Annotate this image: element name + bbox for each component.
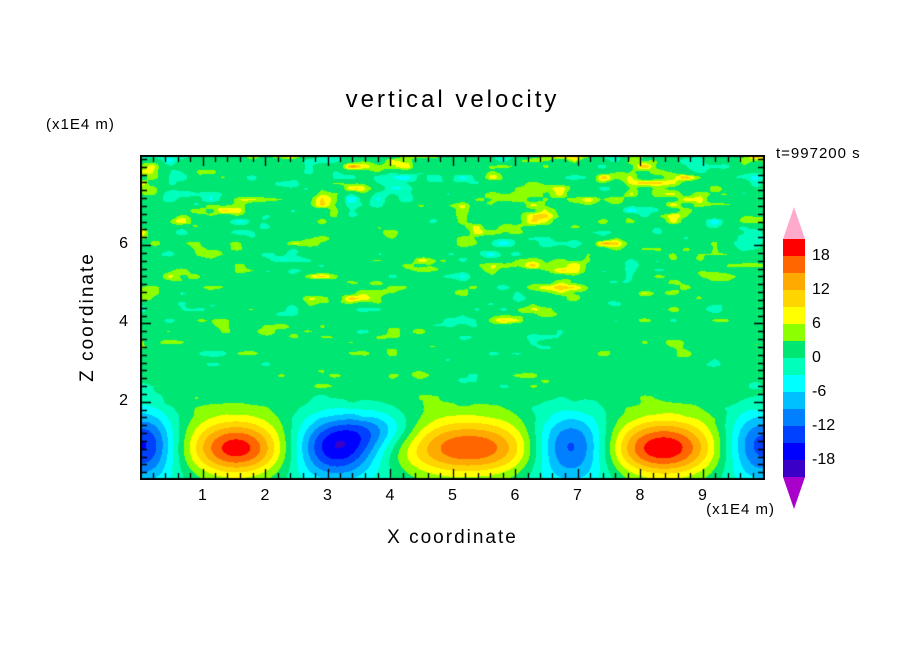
x-tick-label: 2 xyxy=(260,487,270,504)
x-tick-label: 6 xyxy=(510,487,520,504)
colorbar-segment xyxy=(783,375,805,392)
colorbar-segment xyxy=(783,273,805,290)
colorbar-segment xyxy=(783,324,805,341)
x-tick-label: 7 xyxy=(573,487,582,504)
colorbar-segment xyxy=(783,392,805,409)
colorbar-segment xyxy=(783,460,805,477)
colorbar-segments xyxy=(783,239,805,477)
colorbar-segment xyxy=(783,443,805,460)
colorbar-tick-label: 0 xyxy=(812,349,821,366)
colorbar-tick-label: 6 xyxy=(812,315,821,332)
contour-plot-canvas xyxy=(140,155,765,480)
z-axis-unit-label: (x1E4 m) xyxy=(46,116,115,133)
x-tick-label: 3 xyxy=(323,487,332,504)
colorbar-segment xyxy=(783,341,805,358)
colorbar-segment xyxy=(783,239,805,256)
colorbar-tick-label: -18 xyxy=(812,451,836,468)
colorbar-tick-label: 18 xyxy=(812,247,830,264)
z-tick-label: 2 xyxy=(119,391,128,409)
chart-title: vertical velocity xyxy=(345,86,560,113)
colorbar-segment xyxy=(783,290,805,307)
x-axis-unit-label: (x1E4 m) xyxy=(706,501,775,518)
colorbar-segment xyxy=(783,426,805,443)
x-tick-label: 9 xyxy=(698,487,707,504)
x-tick-label: 8 xyxy=(635,487,645,504)
colorbar-over-arrow xyxy=(783,207,805,239)
colorbar-segment xyxy=(783,409,805,426)
colorbar-segment xyxy=(783,358,805,375)
colorbar-tick-label: -6 xyxy=(812,383,827,400)
colorbar-under-arrow xyxy=(783,477,805,509)
colorbar-segment xyxy=(783,256,805,273)
z-tick-label: 4 xyxy=(119,313,128,331)
colorbar-tick-label: 12 xyxy=(812,281,830,298)
time-label: t=997200 s xyxy=(776,145,861,162)
colorbar xyxy=(783,207,805,509)
x-tick-label: 4 xyxy=(385,487,395,504)
colorbar-tick-label: -12 xyxy=(812,417,836,434)
x-tick-label: 5 xyxy=(448,487,457,504)
x-axis-title: X coordinate xyxy=(387,527,518,548)
z-tick-label: 6 xyxy=(119,235,128,253)
colorbar-segment xyxy=(783,307,805,324)
x-tick-label: 1 xyxy=(198,487,207,504)
